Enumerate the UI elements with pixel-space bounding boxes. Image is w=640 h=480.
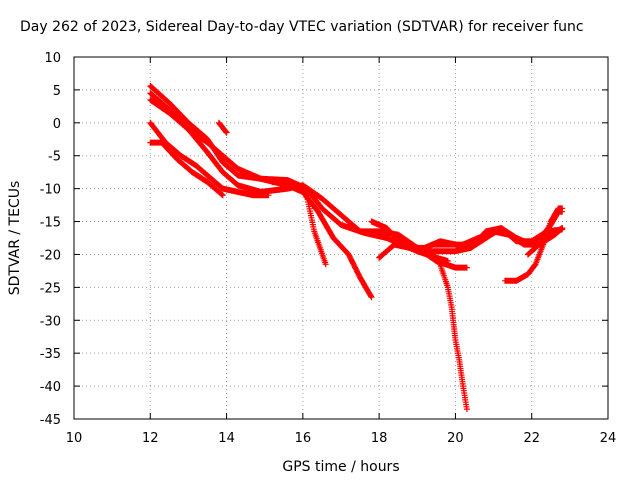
y-tick-label: 5: [53, 84, 61, 99]
x-tick-label: 18: [371, 431, 388, 446]
y-tick-label: -10: [40, 183, 61, 198]
series-markers: [215, 119, 230, 136]
x-tick-label: 14: [218, 431, 235, 446]
x-tick-label: 20: [447, 431, 464, 446]
x-tick-label: 24: [600, 431, 617, 446]
x-tick-label: 12: [142, 431, 159, 446]
plot-frame: [73, 56, 609, 420]
x-axis-ticks: 10 12 14 16 18 20 22 24: [66, 57, 617, 446]
y-tick-label: -15: [40, 216, 61, 231]
y-tick-label: -40: [40, 380, 61, 395]
series-track-4: [147, 119, 272, 199]
series-markers: [269, 179, 329, 268]
x-tick-label: 16: [295, 431, 312, 446]
y-tick-label: -35: [40, 347, 61, 362]
y-tick-label: -20: [40, 248, 61, 263]
series-track-6: [215, 119, 230, 136]
series-markers: [147, 90, 470, 271]
x-tick-label: 22: [523, 431, 540, 446]
y-axis-ticks: 10 5 0 -5 -10 -15 -20 -25 -30 -35 -40 -45: [40, 51, 608, 428]
series-track-13: [524, 208, 566, 258]
series-track-5: [147, 139, 226, 199]
grid: [74, 57, 608, 419]
y-tick-label: 0: [53, 117, 61, 132]
series-track-2: [147, 90, 470, 271]
y-tick-label: -45: [40, 413, 61, 428]
x-tick-label: 10: [66, 431, 83, 446]
data-series: [147, 83, 566, 413]
y-tick-label: -5: [48, 150, 61, 165]
y-tick-label: -25: [40, 281, 61, 296]
y-tick-label: -30: [40, 314, 61, 329]
series-track-3: [147, 96, 375, 301]
series-markers: [147, 139, 226, 199]
y-axis-label: SDTVAR / TECUs: [7, 181, 23, 296]
series-markers: [147, 119, 272, 199]
y-tick-label: 10: [44, 51, 61, 66]
chart-title: Day 262 of 2023, Sidereal Day-to-day VTE…: [20, 19, 584, 35]
series-track-7: [269, 179, 329, 268]
x-axis-label: GPS time / hours: [282, 459, 399, 475]
series-markers: [524, 208, 566, 258]
series-markers: [147, 96, 375, 301]
